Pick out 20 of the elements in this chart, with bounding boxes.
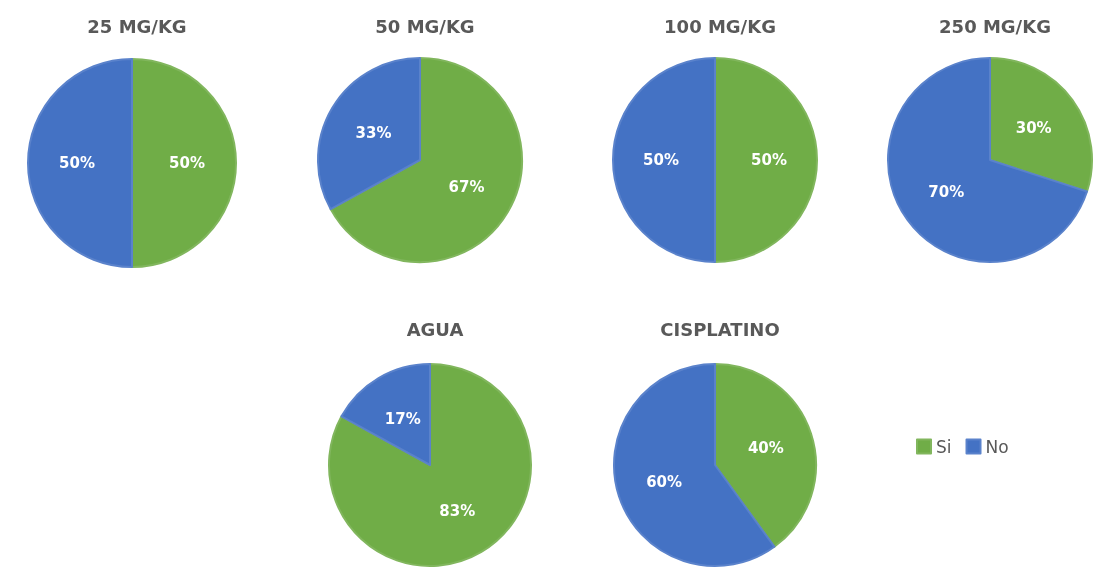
data-label: 50%	[751, 151, 787, 169]
data-label: 50%	[643, 151, 679, 169]
data-label: 33%	[355, 123, 392, 142]
data-label: 60%	[646, 472, 683, 491]
chart-title: 250 MG/KG	[939, 15, 1051, 37]
data-label: 17%	[384, 409, 421, 428]
data-label: 67%	[448, 178, 485, 197]
data-label: 70%	[928, 182, 965, 201]
data-label: 30%	[1015, 119, 1052, 138]
data-label: 83%	[439, 502, 476, 521]
chart-title: 25 MG/KG	[87, 15, 187, 37]
chart-title: AGUA	[406, 318, 464, 340]
chart-title: 100 MG/KG	[664, 15, 776, 37]
data-label: 40%	[747, 439, 784, 458]
chart-title: CISPLATINO	[660, 318, 780, 340]
chart-title: 50 MG/KG	[375, 15, 475, 37]
legend-label: Si	[936, 436, 952, 457]
legend-label: No	[985, 436, 1009, 457]
data-label: 50%	[169, 154, 205, 172]
data-label: 50%	[59, 154, 95, 172]
